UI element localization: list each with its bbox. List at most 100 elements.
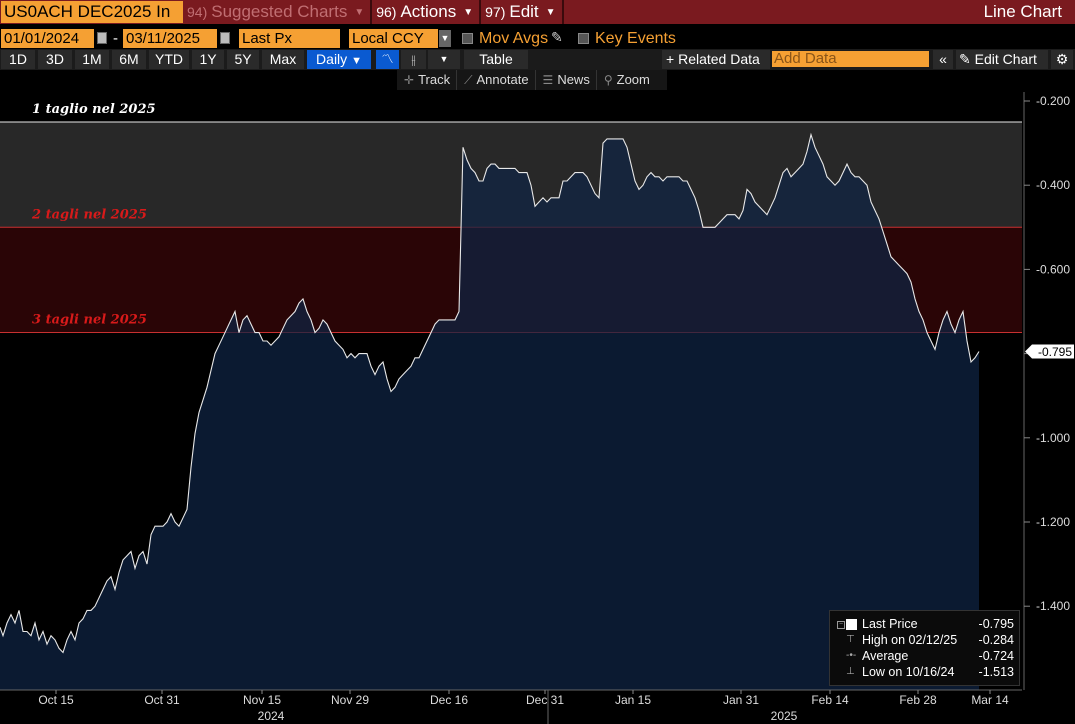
range-button-5y[interactable]: 5Y (227, 50, 259, 69)
key-events-checkbox[interactable] (578, 33, 589, 44)
annotate-icon: ⟋ (464, 73, 473, 87)
divider (370, 0, 373, 24)
chevron-down-icon: ▼ (463, 6, 474, 18)
year-label: 2024 (258, 709, 285, 723)
range-button-1d[interactable]: 1D (1, 50, 35, 69)
x-tick-label: Jan 31 (723, 693, 759, 707)
security-ticker-field[interactable]: US0ACH DEC2025 In (1, 1, 183, 23)
chart-controls: 01/01/2024 - 03/11/2025 Last Px Local CC… (0, 29, 1075, 50)
x-tick-label: Dec 31 (526, 693, 564, 707)
track-tool[interactable]: ✛ Track (397, 70, 458, 90)
gear-icon[interactable]: ⚙ (1051, 50, 1073, 69)
mov-avgs-label[interactable]: Mov Avgs (479, 30, 549, 47)
news-tool[interactable]: ☰ News (536, 70, 597, 90)
price-field-select[interactable]: Last Px (239, 29, 340, 48)
chevron-down-icon[interactable]: ▼ (428, 50, 460, 69)
title-bar: US0ACH DEC2025 In 94) Suggested Charts ▼… (0, 0, 1075, 24)
low-marker-icon: ⊥ (846, 666, 855, 677)
legend-last-price-label: Last Price (862, 617, 918, 631)
legend-high-value: -0.284 (978, 633, 1014, 647)
legend-last-price: Last Price -0.795 (830, 616, 1019, 632)
series-line (0, 132, 980, 654)
chevron-down-icon: ▼ (354, 6, 365, 18)
x-tick-label: Mar 14 (971, 693, 1009, 707)
collapse-legend-icon[interactable]: − (837, 621, 845, 629)
actions-label: Actions (400, 2, 457, 21)
edit-menu[interactable]: 97) Edit ▼ (481, 0, 561, 24)
range-button-1y[interactable]: 1Y (192, 50, 224, 69)
bar-chart-icon[interactable]: ⫲ (401, 50, 426, 69)
legend-average: -•- Average -0.724 (830, 648, 1019, 664)
actions-number: 96) (376, 4, 397, 20)
suggested-charts-menu[interactable]: 94) Suggested Charts ▼ (183, 0, 370, 24)
y-tick-label: -0.200 (1036, 94, 1070, 108)
currency-select[interactable]: Local CCY (349, 29, 438, 48)
pencil-icon[interactable]: ✎ (551, 29, 563, 45)
last-price-marker (1025, 344, 1074, 359)
crosshair-icon: ✛ (404, 73, 415, 87)
track-label: Track (418, 72, 451, 87)
y-tick-label: -1.200 (1036, 515, 1070, 529)
actions-menu[interactable]: 96) Actions ▼ (372, 0, 479, 24)
last-price-label: -0.795 (1038, 345, 1072, 359)
frequency-label: Daily (316, 51, 348, 67)
calendar-icon[interactable] (97, 32, 107, 44)
news-label: News (557, 72, 590, 87)
chart-legend[interactable]: − Last Price -0.795 ⊤ High on 02/12/25 -… (829, 610, 1020, 686)
line-chart-icon[interactable]: 〽 (376, 50, 399, 69)
band-label-3: 3 tagli nel 2025 (32, 313, 147, 328)
edit-chart-button[interactable]: ✎ Edit Chart (956, 50, 1048, 69)
legend-average-label: Average (862, 649, 909, 663)
average-marker-icon: -•- (846, 650, 857, 661)
x-tick-label: Dec 16 (430, 693, 468, 707)
plus-icon: + (666, 51, 679, 67)
x-tick-label: Oct 15 (38, 693, 74, 707)
range-button-max[interactable]: Max (262, 50, 304, 69)
y-tick-label: -1.000 (1036, 431, 1070, 445)
series-area (0, 134, 979, 690)
last-price-swatch-icon (846, 619, 857, 630)
x-tick-label: Nov 29 (331, 693, 369, 707)
range-button-ytd[interactable]: YTD (149, 50, 189, 69)
legend-low-label: Low on 10/16/24 (862, 665, 955, 679)
key-events-label[interactable]: Key Events (595, 30, 676, 47)
chevron-down-icon: ▼ (351, 55, 362, 67)
frequency-select[interactable]: Daily ▼ (307, 50, 371, 69)
x-tick-label: Feb 14 (811, 693, 849, 707)
x-tick-label: Feb 28 (899, 693, 937, 707)
band-label-1: 1 taglio nel 2025 (32, 102, 156, 117)
y-tick-label: -0.600 (1036, 262, 1070, 276)
chart-type-title: Line Chart (983, 2, 1062, 21)
pencil-icon: ✎ (959, 51, 975, 67)
range-button-1m[interactable]: 1M (75, 50, 109, 69)
range-button-3d[interactable]: 3D (38, 50, 72, 69)
chart-tools-bar: ✛ Track ⟋ Annotate ☰ News ⚲ Zoom (397, 70, 667, 90)
x-tick-label: Nov 15 (243, 693, 281, 707)
zoom-label: Zoom (616, 72, 650, 87)
range-button-6m[interactable]: 6M (112, 50, 146, 69)
x-tick-label: Jan 15 (615, 693, 651, 707)
annotate-label: Annotate (476, 72, 529, 87)
legend-low: ⊥ Low on 10/16/24 -1.513 (830, 664, 1019, 680)
chevron-down-icon[interactable]: ▼ (439, 30, 451, 47)
add-data-input[interactable]: Add Data (772, 51, 929, 67)
divider (479, 0, 482, 24)
calendar-icon[interactable] (220, 32, 230, 44)
related-data-button[interactable]: + Related Data (662, 50, 770, 69)
legend-high-label: High on 02/12/25 (862, 633, 958, 647)
edit-chart-label: Edit Chart (974, 51, 1037, 67)
collapse-icon[interactable]: « (933, 50, 953, 69)
news-icon: ☰ (542, 73, 554, 87)
search-icon: ⚲ (603, 73, 613, 87)
divider (561, 0, 564, 24)
x-tick-label: Oct 31 (144, 693, 180, 707)
zoom-tool[interactable]: ⚲ Zoom (597, 70, 656, 90)
start-date-field[interactable]: 01/01/2024 (1, 29, 94, 48)
annotate-tool[interactable]: ⟋ Annotate (457, 70, 536, 90)
y-tick-label: -0.400 (1036, 178, 1070, 192)
end-date-field[interactable]: 03/11/2025 (123, 29, 217, 48)
table-button[interactable]: Table (464, 50, 528, 69)
high-marker-icon: ⊤ (846, 634, 855, 645)
mov-avgs-checkbox[interactable] (462, 33, 473, 44)
